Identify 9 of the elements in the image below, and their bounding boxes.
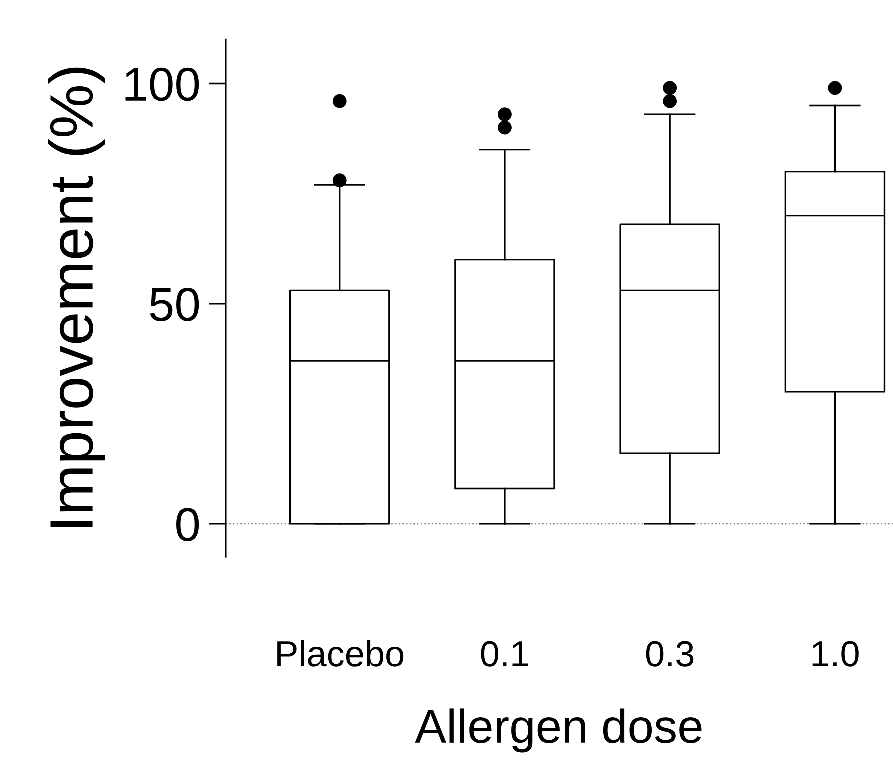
x-tick-label: 0.1 — [481, 641, 528, 667]
x-tick-label: Placebo — [278, 640, 404, 667]
y-tick-label: 100 — [126, 68, 200, 102]
y-tick-label: 0 — [176, 508, 200, 542]
x-axis-title: Allergen dose — [415, 708, 702, 753]
x-tick-label: 1.0 — [812, 641, 859, 667]
x-tick-label: 0.3 — [646, 641, 694, 667]
y-tick-label: 50 — [150, 288, 200, 322]
y-axis-title: Improvement (%) — [48, 68, 106, 528]
